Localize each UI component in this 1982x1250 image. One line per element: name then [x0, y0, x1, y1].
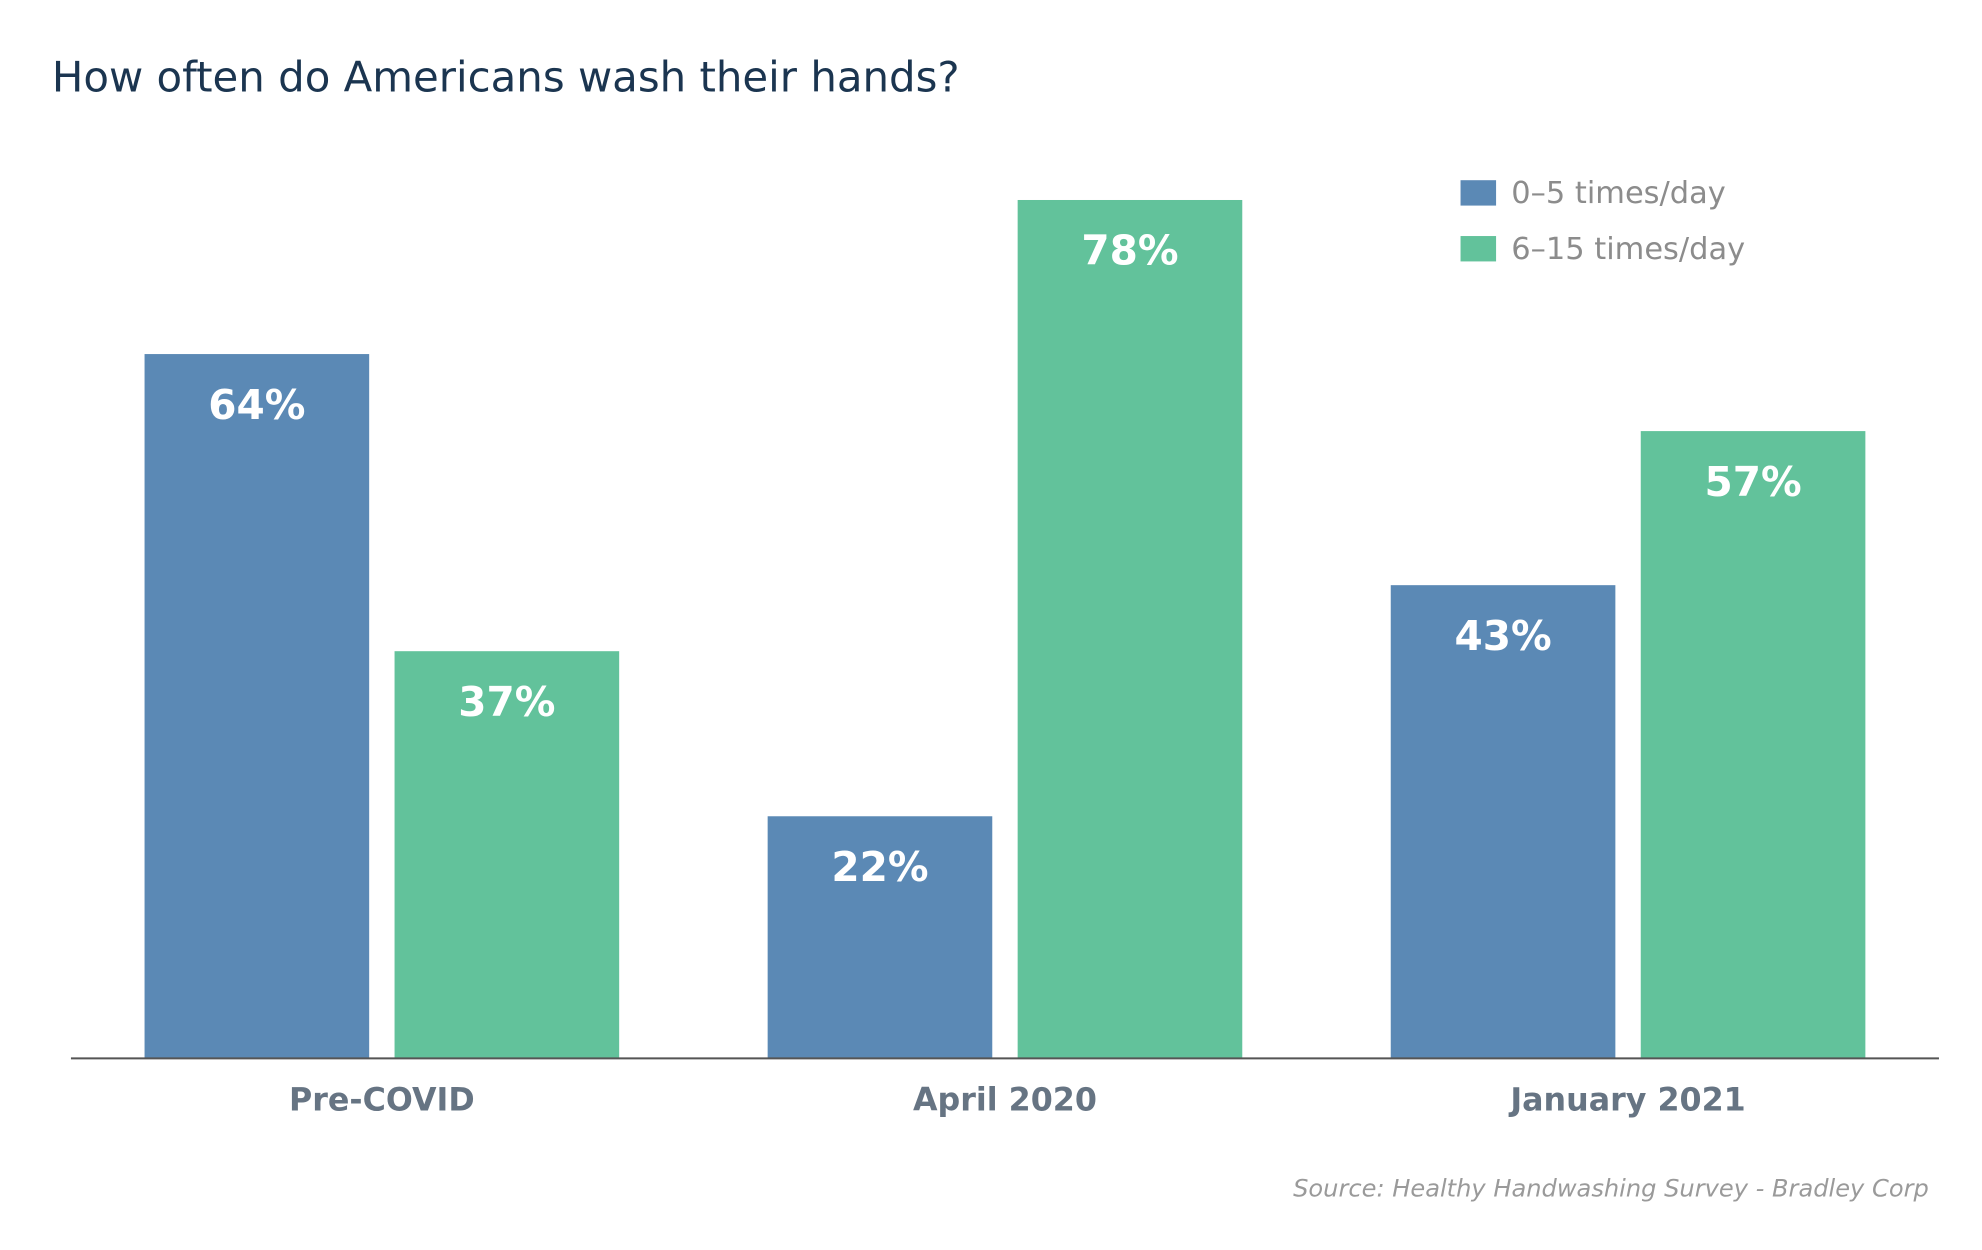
legend: 0–5 times/day 6–15 times/day	[1460, 176, 1745, 267]
data-label: 64%	[208, 381, 305, 429]
data-label: 78%	[1081, 227, 1178, 275]
data-label: 22%	[831, 843, 928, 891]
bar-6-15-0	[394, 651, 620, 1059]
bars: 64% 37% 22% 78% 43% 57%	[144, 199, 1866, 1059]
category-label: January 2021	[1508, 1082, 1745, 1118]
category-label: Pre-COVID	[289, 1082, 475, 1118]
legend-swatch-6-15	[1460, 236, 1497, 262]
bar-6-15-2	[1640, 431, 1866, 1059]
category-labels: Pre-COVID April 2020 January 2021	[289, 1082, 1746, 1118]
legend-label-0-5: 0–5 times/day	[1511, 176, 1726, 211]
data-label: 57%	[1704, 458, 1801, 506]
bar-0-5-0	[144, 354, 370, 1059]
legend-label-6-15: 6–15 times/day	[1511, 232, 1745, 267]
bar-0-5-2	[1390, 585, 1616, 1059]
chart-title: How often do Americans wash their hands?	[52, 52, 960, 101]
bar-0-5-1	[767, 816, 993, 1059]
legend-swatch-0-5	[1460, 180, 1497, 206]
source-note: Source: Healthy Handwashing Survey - Bra…	[1293, 1175, 1929, 1203]
data-label: 37%	[458, 678, 555, 726]
category-label: April 2020	[913, 1082, 1097, 1118]
bar-6-15-1	[1017, 199, 1243, 1059]
data-label: 43%	[1454, 612, 1551, 660]
